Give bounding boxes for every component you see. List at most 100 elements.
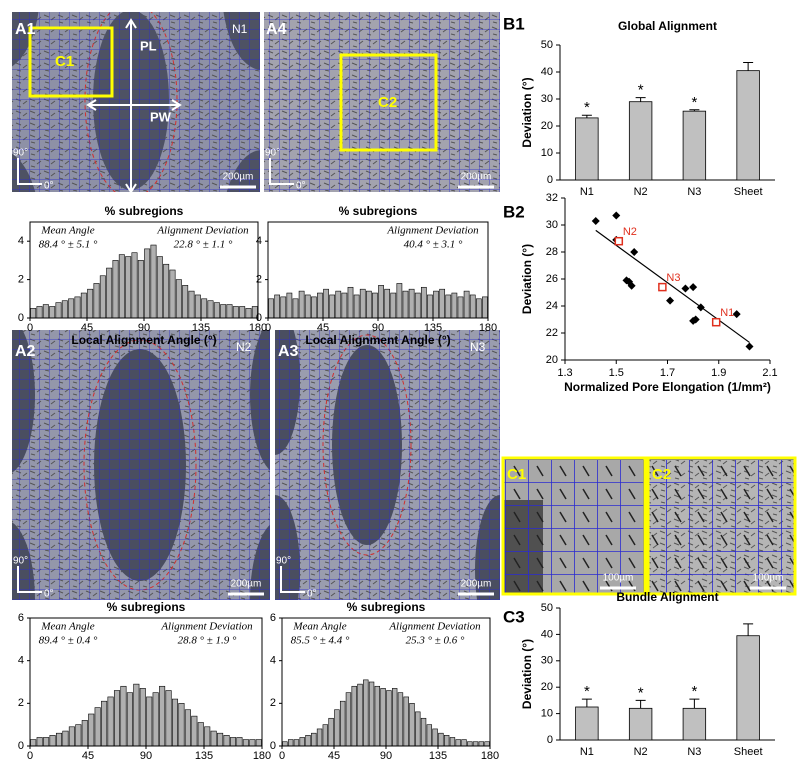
y-tick-label: 30 (541, 93, 553, 105)
histogram-bar (165, 690, 172, 747)
angle-label: 0° (307, 589, 317, 600)
x-tick-label: 0 (27, 750, 33, 761)
scale-label: 200µm (231, 579, 262, 590)
histogram-bar (443, 735, 450, 747)
significance: * (584, 683, 590, 700)
bar (628, 707, 653, 741)
histogram-bar (335, 290, 342, 319)
point-label: N1 (720, 307, 734, 319)
histogram-bar (133, 683, 140, 747)
error-bar (581, 114, 592, 118)
scatter-point (745, 342, 754, 351)
scatter-point (591, 216, 600, 225)
histogram-bar (286, 292, 293, 319)
y-tick-label: 26 (546, 273, 558, 285)
y-tick-label: 0 (547, 734, 553, 746)
histogram-bar (217, 732, 224, 747)
y-tick-label: 0 (18, 740, 24, 752)
chart-title: Global Alignment (618, 19, 717, 33)
stat-value: 28.8 ° ± 1.9 ° (178, 635, 237, 647)
point-label: N2 (623, 226, 637, 238)
stat-value: 40.4 ° ± 3.1 ° (404, 239, 463, 251)
histogram-bar (156, 256, 163, 319)
histogram-bar (220, 304, 227, 319)
image-c1 (501, 456, 647, 596)
axes-icon (269, 158, 294, 185)
histogram-bar (351, 685, 357, 747)
stat-label: Alignment Deviation (156, 225, 249, 237)
y-tick-label: 2 (18, 274, 24, 286)
histogram-bar (365, 290, 372, 319)
x-tick-label: 180 (481, 750, 499, 761)
histogram-bar (372, 292, 378, 319)
histogram-bar (391, 688, 398, 747)
histogram-bar (274, 294, 281, 319)
histogram-bar (120, 685, 127, 747)
histogram-bar (210, 730, 217, 747)
x-tick-label: 135 (195, 750, 213, 761)
angle-label: 90° (13, 556, 28, 567)
axes-icon (17, 566, 42, 593)
histogram-bar (427, 294, 433, 319)
x-tick-label: 180 (249, 322, 267, 334)
bar (682, 110, 707, 181)
y-tick-label: 10 (541, 708, 553, 720)
y-tick-label: 20 (541, 681, 553, 693)
histogram-bar (469, 294, 476, 319)
histogram-bar (472, 741, 479, 747)
axes-icon (17, 158, 42, 185)
y-tick-label: 6 (18, 612, 24, 624)
scale-label: 200µm (461, 579, 492, 590)
panel-label: B1 (503, 14, 525, 33)
error-bar (743, 623, 754, 636)
x-tick-label: 45 (317, 322, 329, 334)
histogram-bar (384, 288, 391, 319)
y-tick-label: 28 (546, 246, 558, 258)
inset-label: C2 (378, 94, 397, 111)
scatter-point (681, 284, 690, 293)
histogram-bar (357, 683, 363, 747)
y-tick-label: 50 (541, 39, 553, 51)
y-tick-label: 32 (546, 192, 558, 204)
histogram-bar (397, 692, 404, 747)
image-a3 (275, 330, 500, 600)
y-axis-title: Deviation (°) (520, 244, 534, 314)
x-tick-label: 90 (372, 322, 384, 334)
x-tick-label: 0 (265, 322, 271, 334)
histogram-bar (426, 724, 433, 747)
x-tick-label: 45 (82, 750, 94, 761)
angle-label: 0° (44, 589, 54, 600)
histogram-bar (159, 685, 166, 747)
image-tag: N1 (232, 22, 248, 36)
histogram-bar (304, 294, 311, 319)
scale-label: 200µm (461, 172, 492, 183)
y-tick-label: 0 (256, 312, 262, 324)
stat-value: 25.3 ° ± 0.6 ° (406, 635, 465, 647)
image-tag: N3 (470, 340, 486, 354)
histogram-bar (363, 679, 369, 747)
histogram-bar (42, 304, 49, 319)
histogram-bar (226, 304, 233, 319)
histogram-bar (182, 285, 189, 319)
significance: * (584, 99, 590, 116)
histogram-bar (457, 296, 464, 319)
x-tick-label: N2 (634, 186, 648, 198)
y-tick-label: 2 (256, 274, 262, 286)
scale-label: 100µm (753, 573, 784, 584)
histogram-bar (311, 732, 317, 747)
x-tick-label: 1.5 (609, 367, 624, 379)
scatter-point (696, 303, 705, 312)
histogram-bar (68, 726, 75, 747)
histogram-bar (171, 698, 179, 747)
scatter-point (612, 211, 621, 220)
y-tick-label: 20 (541, 120, 553, 132)
histogram-bar (329, 294, 336, 319)
histogram-bar (403, 696, 409, 747)
histogram-bar (131, 252, 138, 319)
scale-label: 200µm (223, 172, 254, 183)
histogram-bar (213, 302, 220, 319)
histogram-bar (323, 288, 329, 319)
histogram-bar (438, 732, 444, 747)
error-bar (689, 109, 700, 112)
